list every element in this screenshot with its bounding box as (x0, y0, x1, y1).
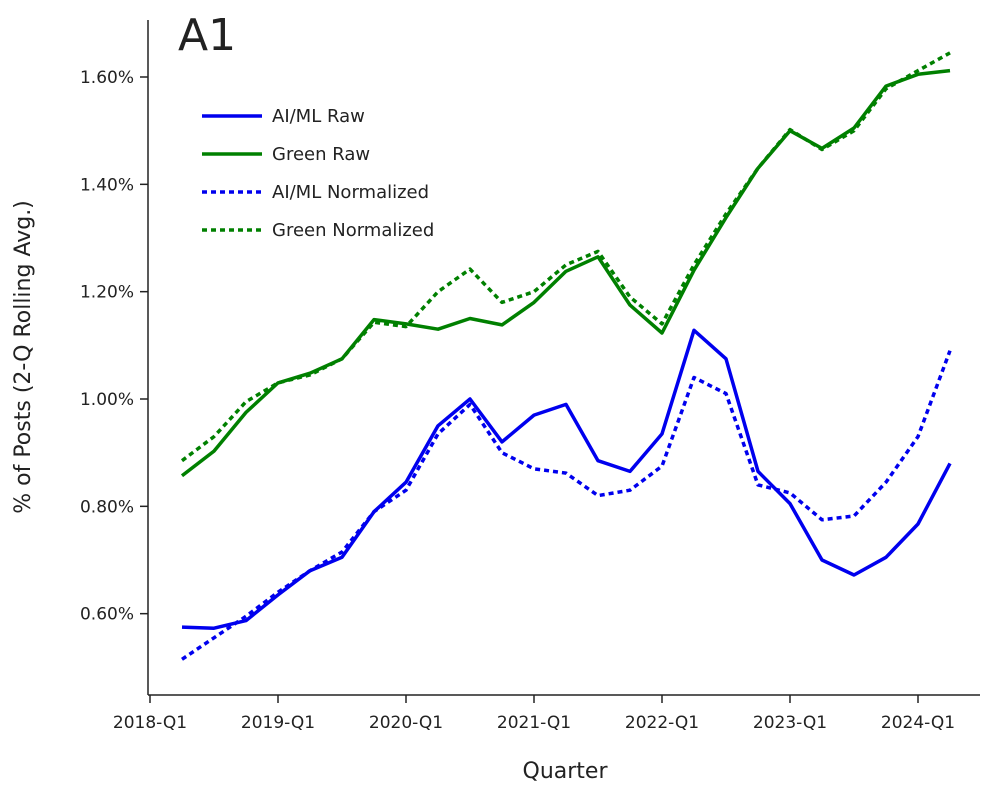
legend-item: Green Normalized (202, 220, 434, 241)
x-tick-label: 2020-Q1 (369, 713, 443, 733)
y-ticks: 0.60% 0.80% 1.00% 1.20% 1.40% 1.60% (80, 68, 148, 625)
y-tick-label: 1.60% (80, 68, 134, 88)
y-axis-title: % of Posts (2-Q Rolling Avg.) (11, 200, 36, 514)
x-axis-title: Quarter (523, 759, 609, 784)
series-line-ai-ml-raw (181, 328, 952, 630)
x-ticks: 2018-Q1 2019-Q1 2020-Q1 2021-Q1 2022-Q1 2023-… (113, 695, 955, 733)
chart-title: A1 (178, 10, 236, 61)
legend: AI/ML Raw Green Raw AI/ML Normalized Gre… (202, 106, 434, 241)
series-line-ai-ml-normalized (181, 350, 952, 661)
legend-label-green-raw: Green Raw (272, 144, 370, 165)
x-tick-label: 2019-Q1 (241, 713, 315, 733)
series-line-green-normalized (180, 51, 951, 463)
legend-item: Green Raw (202, 144, 370, 165)
y-tick-label: 0.60% (80, 605, 134, 625)
y-tick-label: 1.20% (80, 283, 134, 303)
y-tick-label: 1.40% (80, 175, 134, 195)
legend-label-ai-ml-raw: AI/ML Raw (272, 106, 365, 127)
series-lines (180, 51, 952, 661)
legend-item: AI/ML Normalized (202, 182, 429, 203)
y-tick-label: 1.00% (80, 390, 134, 410)
series-line-green-raw (180, 68, 951, 478)
x-tick-label: 2021-Q1 (497, 713, 571, 733)
legend-item: AI/ML Raw (202, 106, 365, 127)
axes (147, 20, 980, 696)
legend-label-ai-ml-normalized: AI/ML Normalized (272, 182, 429, 203)
y-tick-label: 0.80% (80, 497, 134, 517)
x-tick-label: 2024-Q1 (881, 713, 955, 733)
legend-label-green-normalized: Green Normalized (272, 220, 434, 241)
x-tick-label: 2018-Q1 (113, 713, 187, 733)
x-tick-label: 2022-Q1 (625, 713, 699, 733)
x-tick-label: 2023-Q1 (753, 713, 827, 733)
